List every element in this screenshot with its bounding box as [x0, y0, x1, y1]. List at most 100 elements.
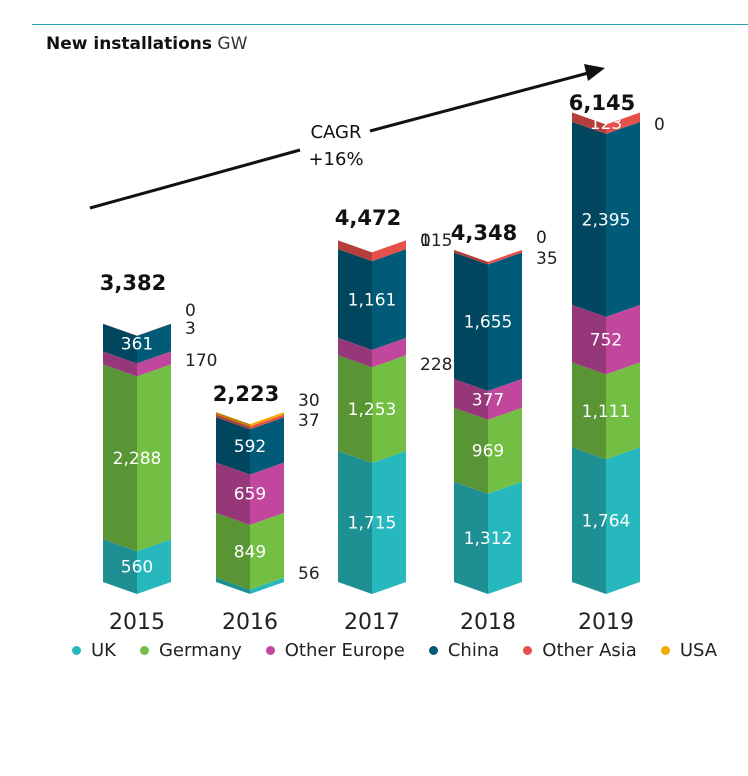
bar-2016-china-right	[250, 417, 284, 475]
bar-2019-other-asia-left	[572, 112, 606, 134]
label-2015-usa: 0	[185, 301, 196, 321]
legend-label-other-asia: Other Asia	[542, 640, 637, 661]
bar-2015-uk-right	[137, 539, 171, 594]
label-2017-other-asia: 115	[420, 231, 452, 251]
label-2017-other-europe: 228	[420, 355, 452, 375]
bar-2016-other-asia-left	[216, 414, 250, 430]
legend-item-germany: Germany	[139, 640, 242, 661]
legend-item-china: China	[428, 640, 500, 661]
bar-2016-germany-right	[250, 512, 284, 590]
label-2019-other-europe: 752	[590, 331, 622, 351]
label-2017-uk: 1,715	[348, 513, 397, 533]
bar-2018-germany-left	[454, 407, 488, 494]
label-2016-other-asia: 37	[298, 411, 320, 431]
bar-2018-uk-right	[488, 481, 522, 594]
bar-2015-germany-left	[103, 364, 137, 552]
cagr-arrow-line	[89, 148, 301, 210]
cagr-label: CAGR	[310, 122, 361, 143]
bar-2015-china-right	[137, 323, 171, 364]
bar-2016-germany-left	[216, 512, 250, 590]
legend-swatch-china	[428, 646, 438, 655]
label-2017-china: 1,161	[348, 290, 397, 310]
bar-2017-other-asia-right	[372, 240, 406, 262]
bar-2017-germany-left	[338, 355, 372, 463]
label-2015-uk: 560	[121, 558, 153, 578]
legend-label-uk: UK	[91, 640, 116, 661]
category-2016: 2016	[222, 610, 278, 635]
label-2019-other-asia: 123	[590, 114, 622, 134]
bar-2018-germany-right	[488, 407, 522, 494]
bar-2016-uk-right	[250, 577, 284, 594]
bar-2015-other-europe-right	[137, 351, 171, 377]
bar-2016-other-europe-left	[216, 462, 250, 525]
label-2018-china: 1,655	[464, 313, 513, 333]
bar-2017-uk-right	[372, 450, 406, 594]
label-2018-other-europe: 377	[472, 390, 504, 410]
total-2016: 2,223	[213, 382, 279, 406]
bar-2019-other-asia-right	[606, 112, 640, 134]
label-2017-germany: 1,253	[348, 400, 397, 420]
legend-item-other-europe: Other Europe	[265, 640, 405, 661]
bar-2015-other-europe-left	[103, 351, 137, 377]
bar-2016-usa-left	[216, 412, 250, 427]
top-rule	[32, 24, 748, 25]
label-2016-usa: 30	[298, 391, 320, 411]
legend-swatch-usa	[660, 646, 670, 655]
bar-2018-uk-left	[454, 481, 488, 594]
label-2019-uk: 1,764	[582, 512, 631, 532]
bar-2017-china-left	[338, 249, 372, 350]
bar-2015-china-left	[103, 323, 137, 364]
legend-swatch-germany	[139, 646, 149, 655]
chart-title: New installations GW	[46, 34, 247, 54]
bar-2017-other-europe-right	[372, 337, 406, 368]
cagr-arrowhead	[584, 64, 605, 81]
legend-item-uk: UK	[72, 640, 116, 661]
bar-2018-china-left	[454, 252, 488, 391]
label-2016-china: 592	[234, 437, 266, 457]
bar-2017-china-right	[372, 249, 406, 350]
bar-2016-other-europe-right	[250, 462, 284, 525]
bar-2018-other-europe-left	[454, 378, 488, 420]
bar-2017-uk-left	[338, 450, 372, 594]
category-2017: 2017	[344, 610, 400, 635]
bar-2019-china-left	[572, 121, 606, 317]
label-2018-usa: 0	[536, 228, 547, 248]
label-2018-germany: 969	[472, 442, 504, 462]
bar-2019-uk-left	[572, 447, 606, 594]
legend-item-other-asia: Other Asia	[523, 640, 637, 661]
cagr-arrow-line-2	[369, 70, 593, 133]
chart-title-unit: GW	[217, 34, 248, 54]
chart-title-text: New installations	[46, 34, 213, 54]
legend-swatch-other-europe	[265, 646, 275, 655]
legend-swatch-uk	[72, 646, 81, 655]
bar-2018-other-europe-right	[488, 378, 522, 420]
bar-2019-other-europe-right	[606, 304, 640, 375]
bar-2019-germany-left	[572, 362, 606, 460]
legend-label-usa: USA	[679, 640, 718, 661]
label-2019-china: 2,395	[582, 210, 631, 230]
label-2018-other-asia: 35	[536, 249, 558, 269]
total-2017: 4,472	[335, 206, 401, 230]
bar-2018-other-asia-right	[488, 249, 522, 265]
bar-2016-other-asia-right	[250, 414, 284, 430]
legend: UK Germany Other Europe China Other Asia USA	[72, 640, 717, 661]
cagr-arrow: CAGR +16%	[89, 64, 605, 210]
bar-2017-other-asia-left	[338, 240, 372, 262]
label-2016-other-europe: 659	[234, 485, 266, 505]
bar-2019-uk-right	[606, 447, 640, 594]
category-2018: 2018	[460, 610, 516, 635]
legend-label-china: China	[447, 640, 500, 661]
bar-2016-usa-right	[250, 412, 284, 427]
label-2015-other-europe: 170	[185, 351, 217, 371]
bar-2019-china-right	[606, 121, 640, 317]
bar-2015-other-asia-right	[137, 323, 171, 336]
cagr-value: +16%	[308, 149, 363, 170]
bar-2015-uk-left	[103, 539, 137, 594]
bar-2018-other-asia-left	[454, 249, 488, 265]
label-2015-china: 361	[121, 335, 153, 355]
label-2016-germany: 849	[234, 542, 266, 562]
legend-item-usa: USA	[660, 640, 718, 661]
legend-swatch-other-asia	[523, 646, 533, 655]
bar-2017-germany-right	[372, 355, 406, 463]
bar-2017-other-europe-left	[338, 337, 372, 368]
